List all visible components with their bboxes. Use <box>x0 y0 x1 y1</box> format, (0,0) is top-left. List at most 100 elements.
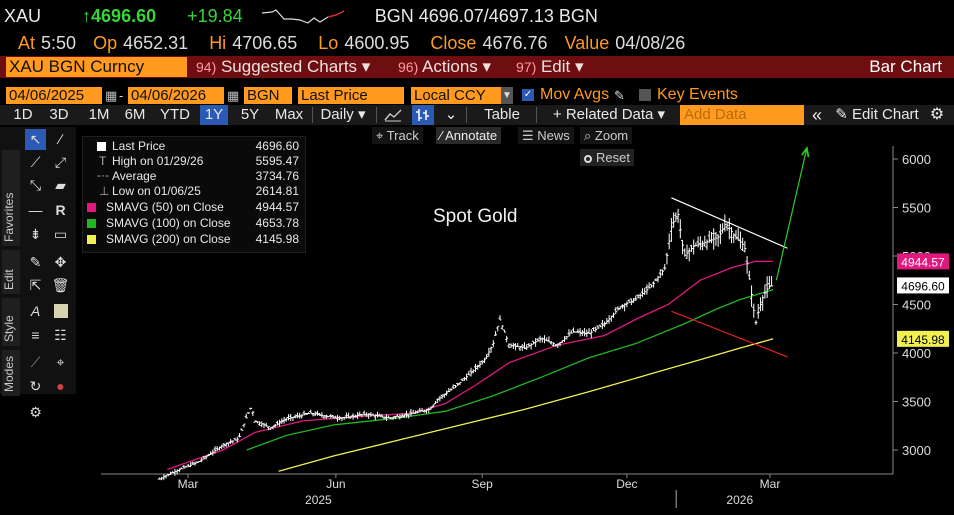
price-bar <box>378 413 382 417</box>
price-bar <box>353 414 357 418</box>
gear-icon[interactable]: ⚙ <box>929 106 945 123</box>
move-icon[interactable]: ✥ <box>54 254 67 270</box>
chart-annotation-text[interactable]: Spot Gold <box>433 206 518 227</box>
period-6m-button[interactable]: 6M <box>124 106 146 123</box>
price-bar <box>251 411 255 417</box>
suggested-charts-menu[interactable]: 94) Suggested Charts ▾ <box>196 57 370 77</box>
price-bar <box>453 384 457 389</box>
period-max-button[interactable]: Max <box>274 106 304 123</box>
period-5y-button[interactable]: 5Y <box>240 106 260 123</box>
modes-tab-label: Modes <box>2 355 16 392</box>
legend-row-high: T High on 01/29/26 5595.47 <box>87 154 303 169</box>
period-1y-button[interactable]: 1Y <box>200 105 228 125</box>
actions-menu[interactable]: 96) Actions ▾ <box>398 57 491 77</box>
news-button[interactable]: ☰ News <box>518 127 574 144</box>
price-bar <box>583 327 587 337</box>
legend-value: 2614.81 <box>255 184 299 198</box>
price-bar <box>656 275 660 283</box>
retracement-icon[interactable]: R <box>55 202 66 218</box>
legend-row-sma200: SMAVG (200) on Close 4145.98 <box>87 232 303 247</box>
series-line-smavg-50-on-close <box>167 260 774 471</box>
price-bar <box>605 318 609 325</box>
channel-icon[interactable]: ▰ <box>55 177 66 193</box>
security-input[interactable]: XAU BGN Curncy <box>6 57 187 77</box>
pointer-icon[interactable]: ↖ <box>25 129 46 150</box>
price-bar <box>382 416 386 420</box>
cycle-icon[interactable]: ↻ <box>29 378 42 394</box>
price-bar <box>518 345 522 352</box>
trash-icon[interactable]: 🗑 <box>51 277 70 293</box>
price-bar <box>514 343 518 351</box>
rectangle-icon[interactable]: ▭ <box>53 226 68 242</box>
mov-avgs-checkbox[interactable]: ✓ <box>522 89 534 101</box>
modes-tab[interactable]: Modes <box>2 350 20 396</box>
trendline-icon[interactable]: ⟋ <box>30 154 41 170</box>
bar-chart-icon[interactable] <box>412 105 434 125</box>
chevron-down-icon[interactable]: ▼ <box>501 87 513 104</box>
edit-tab[interactable]: Edit <box>2 250 20 294</box>
reset-button[interactable]: Reset <box>580 149 634 166</box>
period-1m-button[interactable]: 1M <box>88 106 110 123</box>
annotate-button[interactable]: ∕ Annotate <box>436 127 502 144</box>
price-bar <box>327 415 331 418</box>
ray-icon[interactable]: ⤢ <box>54 154 67 170</box>
price-bar <box>400 413 404 418</box>
price-bar <box>300 413 304 419</box>
zoom-button[interactable]: ⌕ Zoom <box>580 127 633 144</box>
pen-line-icon[interactable]: ∕ <box>59 131 62 147</box>
currency-select[interactable]: Local CCY <box>411 87 511 104</box>
collapse-icon[interactable]: « <box>811 105 822 125</box>
price-bar <box>282 416 286 424</box>
table-button[interactable]: Table <box>484 106 520 123</box>
add-data-input[interactable]: Add Data <box>680 105 804 125</box>
period-3d-button[interactable]: 3D <box>49 106 69 123</box>
edit-chart-button[interactable]: ✎ Edit Chart <box>835 106 919 123</box>
settings-gear-icon[interactable]: ⚙ <box>29 404 42 420</box>
period-ytd-button[interactable]: YTD <box>160 106 190 123</box>
source-input[interactable]: BGN <box>244 87 292 104</box>
magnet-icon[interactable]: ⟋ <box>30 354 41 370</box>
key-events-checkbox[interactable] <box>639 89 651 101</box>
price-bar <box>692 239 696 255</box>
pencil-icon[interactable]: ✎ <box>29 254 42 270</box>
price-bar <box>226 442 230 447</box>
average-marker-icon: -·- <box>97 168 109 182</box>
price-bar <box>298 412 302 419</box>
font-icon[interactable]: A <box>30 303 41 319</box>
line-weight-icon[interactable]: ≡ <box>31 327 40 343</box>
price-bar <box>280 418 284 424</box>
related-data-button[interactable]: + Related Data ▾ <box>552 106 666 123</box>
price-bar <box>707 230 711 243</box>
style-tab[interactable]: Style <box>2 298 20 346</box>
favorites-tab[interactable]: Favorites <box>2 150 20 246</box>
line-chart-icon[interactable] <box>382 105 404 125</box>
horizontal-line-icon[interactable]: — <box>28 202 43 218</box>
price-bar <box>429 406 433 410</box>
price-bar <box>618 306 622 310</box>
fill-color-icon[interactable] <box>50 301 71 322</box>
start-date-input[interactable]: 04/06/2025 <box>6 87 102 104</box>
edit-menu[interactable]: 97) Edit ▾ <box>516 57 584 77</box>
price-bar <box>732 233 736 243</box>
frequency-select[interactable]: Daily ▾ <box>320 106 366 123</box>
track-button[interactable]: ⌖ Track <box>372 127 423 144</box>
favorites-tab-label: Favorites <box>2 192 16 242</box>
levels-icon[interactable]: ⇟ <box>29 226 42 242</box>
chart-style-chevron-icon[interactable]: ⌄ <box>444 106 458 123</box>
price-bar <box>222 443 226 448</box>
at-label: At <box>18 33 36 53</box>
period-1d-button[interactable]: 1D <box>13 106 33 123</box>
pencil-icon[interactable]: ✎ <box>614 88 625 103</box>
price-bar <box>220 444 224 450</box>
crosshair-icon[interactable]: ⌖ <box>56 354 65 370</box>
palette-icon[interactable]: ● <box>56 378 65 394</box>
price-bar <box>529 343 533 350</box>
price-bar <box>705 239 709 250</box>
end-date-input[interactable]: 04/06/2026 <box>128 87 224 104</box>
select-icon[interactable]: ⇱ <box>29 277 42 293</box>
calendar-icon[interactable]: ▦ <box>105 88 118 103</box>
calendar-icon[interactable]: ▦ <box>227 88 240 103</box>
line-style-icon[interactable]: ☷ <box>54 327 67 343</box>
field-input[interactable]: Last Price <box>298 87 404 104</box>
segment-icon[interactable]: ⤡ <box>29 177 42 193</box>
